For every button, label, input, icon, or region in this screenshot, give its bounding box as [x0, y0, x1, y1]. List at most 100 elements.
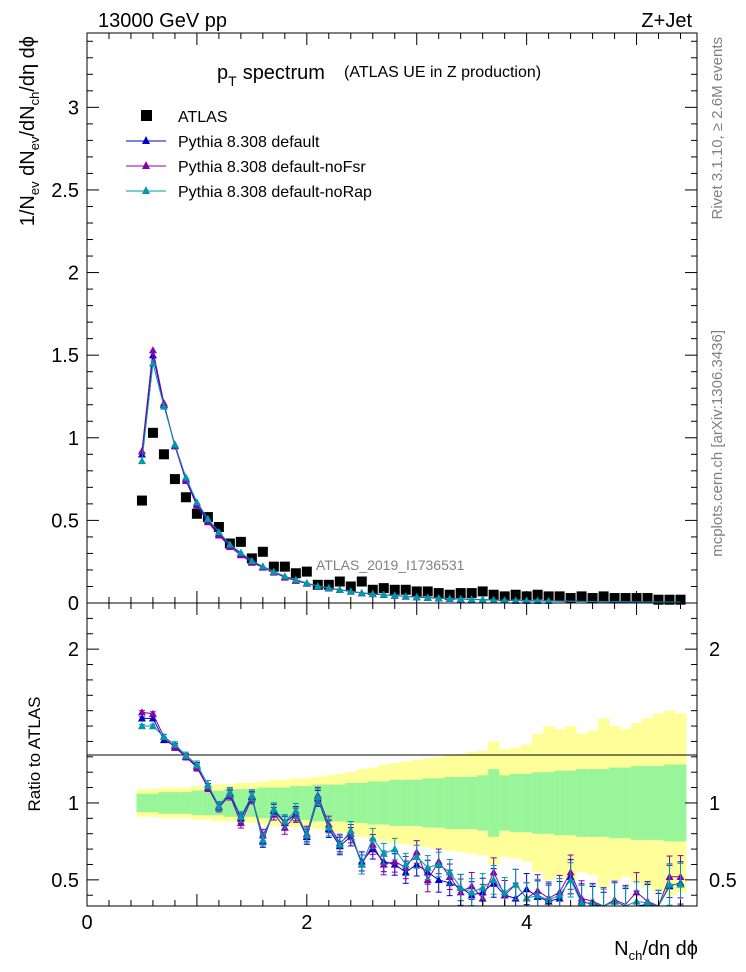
atlas-data-point: [587, 593, 598, 604]
ratio-marker-noRap: [302, 831, 311, 839]
main-marker-noRap: [236, 548, 245, 556]
atlas-data-point: [532, 589, 543, 600]
ratio-band-inner: [499, 775, 511, 831]
atlas-data-point: [279, 561, 290, 572]
ratio-marker-noRap: [247, 791, 256, 799]
atlas-data-point: [521, 591, 532, 602]
ratio-marker-noRap: [643, 898, 652, 907]
atlas-data-point: [169, 474, 180, 485]
ratio-marker-noRap: [676, 880, 685, 888]
atlas-data-point: [191, 508, 202, 519]
ratio-x-axis: 0 2 4: [81, 603, 682, 934]
ratio-marker-noRap: [665, 880, 674, 888]
atlas-data-point: [257, 546, 268, 557]
ratio-band-inner: [389, 779, 401, 827]
ratio-band-inner: [455, 776, 467, 830]
atlas-data-point: [455, 588, 466, 599]
ratio-marker-noRap: [577, 898, 586, 907]
ratio-band-inner: [345, 782, 357, 823]
title-spectrum: spectrum: [243, 62, 325, 84]
main-marker-noRap: [522, 596, 531, 604]
atlas-data-point: [466, 588, 477, 599]
main-y-axis: 0 0.5 1 1.5 2 2.5 3: [51, 40, 697, 615]
ratio-y-tick-label: 1: [68, 793, 79, 815]
atlas-data-point: [477, 586, 488, 597]
ratio-marker-noRap: [159, 732, 168, 741]
ratio-marker-noRap: [236, 812, 245, 820]
ratio-band-inner: [158, 792, 170, 814]
analysis-watermark: ATLAS_2019_I1736531: [316, 557, 465, 573]
main-marker-noRap: [401, 592, 410, 600]
ratio-marker-noRap: [445, 868, 454, 876]
ratio-marker-noRap: [280, 817, 289, 825]
ratio-band-inner: [202, 790, 214, 816]
ratio-band-inner: [631, 766, 643, 840]
ratio-y-tick-label: 2: [68, 639, 79, 661]
main-marker-noRap: [291, 575, 300, 583]
ratio-marker-noRap: [401, 860, 410, 868]
legend-marker-norap: [142, 186, 150, 194]
atlas-data-point: [389, 584, 400, 595]
main-marker-noRap: [269, 567, 278, 575]
ratio-marker-noRap: [544, 895, 553, 904]
main-marker-noRap: [500, 596, 509, 604]
atlas-data-point: [290, 568, 301, 579]
ratio-band-inner: [367, 781, 379, 825]
main-marker-noRap: [170, 440, 179, 448]
main-marker-noRap: [533, 596, 542, 604]
main-marker-noRap: [203, 514, 212, 522]
atlas-data-point: [433, 588, 444, 599]
ratio-marker-noRap: [335, 840, 344, 848]
ratio-marker-noFsr: [137, 708, 146, 716]
ratio-band-inner: [279, 787, 291, 819]
atlas-data-point: [235, 536, 246, 547]
ratio-marker-noRap: [456, 883, 465, 891]
main-marker-noRap: [368, 589, 377, 597]
main-plot-marks: [136, 346, 686, 605]
ratio-band-inner: [554, 770, 566, 836]
main-marker-noRap: [335, 585, 344, 593]
ratio-band-inner: [378, 781, 390, 825]
main-marker-noRap: [280, 572, 289, 580]
ratio-band-inner: [433, 778, 445, 828]
ratio-marker-noRap: [258, 835, 267, 844]
ratio-band-inner: [235, 789, 247, 817]
atlas-data-point: [345, 581, 356, 592]
main-y-tick-label: 2: [68, 263, 79, 285]
atlas-data-point: [543, 591, 554, 602]
ratio-band-inner: [576, 769, 588, 837]
main-panel: 0 0.5 1 1.5 2 2.5 3 pT spectrum (ATLAS UE in Z …: [17, 32, 698, 615]
atlas-data-point: [334, 576, 345, 587]
ratio-marker-noRap: [379, 849, 388, 857]
ratio-marker-noRap: [269, 805, 278, 813]
ratio-band-inner: [543, 772, 555, 834]
ratio-band-inner: [257, 787, 269, 819]
ratio-band-inner: [466, 776, 478, 830]
atlas-data-point: [675, 594, 686, 605]
ratio-band-inner: [532, 772, 544, 834]
atlas-data-point: [510, 589, 521, 600]
main-marker-noRap: [390, 591, 399, 599]
ratio-band-inner: [664, 764, 676, 842]
ratio-y-tick-label-right: 0.5: [709, 870, 737, 892]
ratio-band-inner: [136, 793, 148, 813]
ratio-marker-noRap: [533, 891, 542, 899]
title-sub-T: T: [228, 73, 237, 89]
atlas-data-point: [565, 593, 576, 604]
atlas-data-point: [158, 449, 169, 460]
ratio-plot-marks: [137, 708, 685, 907]
atlas-data-point: [598, 591, 609, 602]
ratio-marker-noFsr: [390, 857, 399, 865]
legend-label-norap: Pythia 8.308 default-noRap: [178, 184, 372, 201]
main-marker-noRap: [456, 594, 465, 603]
legend-label-default: Pythia 8.308 default: [178, 134, 320, 151]
main-marker-noRap: [247, 556, 256, 565]
atlas-data-point: [554, 591, 565, 602]
ratio-marker-noRap: [423, 863, 432, 871]
ratio-marker-noRap: [148, 722, 157, 730]
main-marker-noRap: [434, 594, 443, 602]
title-p: p: [217, 62, 228, 84]
ratio-marker-default: [148, 714, 157, 722]
main-marker-noRap: [225, 540, 234, 548]
legend-marker-default: [142, 136, 150, 144]
